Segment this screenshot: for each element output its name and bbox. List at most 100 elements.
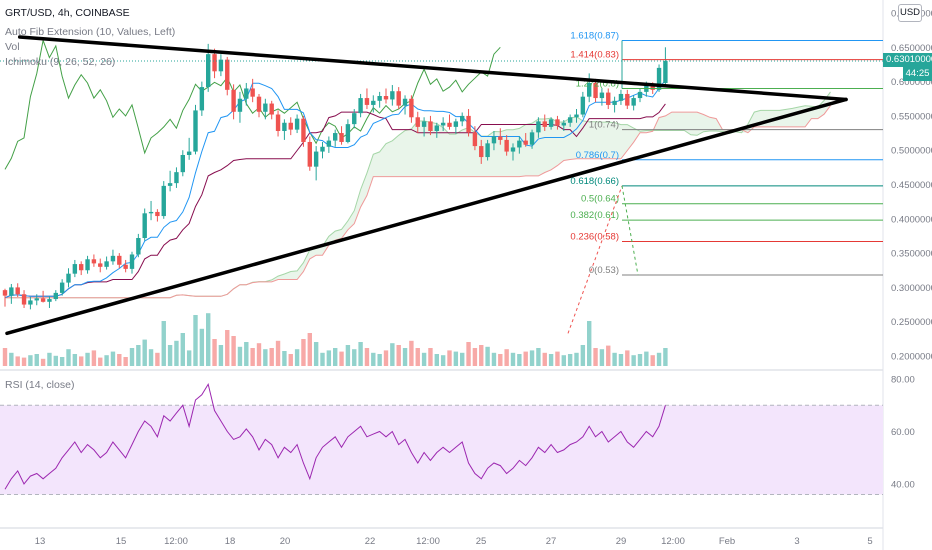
candle-body[interactable]: [479, 146, 484, 158]
candle-body[interactable]: [79, 264, 84, 271]
candle-body[interactable]: [574, 114, 579, 118]
candle-body[interactable]: [377, 96, 382, 101]
candle-body[interactable]: [256, 96, 262, 112]
candle-body[interactable]: [231, 89, 236, 112]
candle-body[interactable]: [142, 213, 147, 239]
candle-body[interactable]: [34, 298, 39, 301]
candle-body[interactable]: [225, 59, 230, 90]
candle-body[interactable]: [529, 132, 535, 145]
candle-body[interactable]: [186, 151, 192, 156]
candle-body[interactable]: [580, 96, 586, 115]
candle-body[interactable]: [250, 88, 255, 97]
candle-body[interactable]: [98, 263, 103, 267]
candle-body[interactable]: [587, 82, 592, 97]
candle-body[interactable]: [491, 136, 497, 144]
candle-body[interactable]: [364, 98, 370, 105]
candle-body[interactable]: [510, 147, 516, 152]
candle-body[interactable]: [428, 121, 433, 131]
candle-body[interactable]: [47, 299, 52, 302]
candle-body[interactable]: [123, 264, 128, 269]
volume-indicator-legend[interactable]: Vol: [5, 41, 20, 53]
trendline-upper[interactable]: [17, 35, 848, 102]
candle-body[interactable]: [383, 96, 389, 100]
candle-body[interactable]: [523, 140, 528, 145]
candle-body[interactable]: [555, 119, 560, 126]
candle-body[interactable]: [606, 92, 611, 105]
candle-body[interactable]: [72, 264, 78, 274]
candle-body[interactable]: [440, 122, 446, 126]
candle-body[interactable]: [561, 122, 566, 126]
candle-body[interactable]: [237, 98, 243, 112]
candle-body[interactable]: [460, 115, 465, 122]
candle-body[interactable]: [472, 132, 478, 147]
candle-body[interactable]: [269, 103, 274, 115]
candle-body[interactable]: [282, 122, 287, 131]
candle-body[interactable]: [91, 259, 97, 264]
candle-body[interactable]: [548, 119, 554, 127]
candle-body[interactable]: [161, 185, 166, 217]
candle-body[interactable]: [148, 211, 154, 214]
candle-body[interactable]: [110, 255, 116, 262]
candle-body[interactable]: [193, 110, 198, 152]
candle-body[interactable]: [40, 298, 46, 302]
ichimoku-indicator-legend[interactable]: Ichimoku (9, 26, 52, 26): [5, 56, 116, 68]
candle-body[interactable]: [66, 273, 71, 283]
candle-body[interactable]: [352, 113, 357, 125]
candle-body[interactable]: [244, 88, 249, 99]
candle-body[interactable]: [650, 85, 655, 90]
candle-body[interactable]: [415, 117, 420, 127]
candle-body[interactable]: [345, 124, 351, 142]
candle-body[interactable]: [174, 172, 179, 184]
candle-body[interactable]: [593, 82, 598, 99]
candle-body[interactable]: [631, 98, 636, 106]
candle-body[interactable]: [517, 140, 522, 148]
candle-body[interactable]: [618, 93, 624, 101]
candle-body[interactable]: [288, 122, 293, 130]
candle-body[interactable]: [53, 292, 58, 300]
candle-body[interactable]: [263, 103, 268, 112]
candle-body[interactable]: [536, 121, 541, 133]
candle-body[interactable]: [396, 91, 401, 106]
candle-body[interactable]: [180, 155, 185, 173]
candle-body[interactable]: [371, 100, 376, 105]
candle-body[interactable]: [466, 115, 471, 133]
candle-body[interactable]: [485, 143, 490, 158]
candle-body[interactable]: [136, 238, 141, 255]
candle-body[interactable]: [390, 91, 395, 100]
candle-body[interactable]: [155, 211, 160, 217]
candle-body[interactable]: [333, 133, 338, 141]
candle-body[interactable]: [199, 87, 205, 111]
candle-body[interactable]: [117, 255, 122, 265]
fib-indicator-legend[interactable]: Auto Fib Extension (10, Values, Left): [5, 26, 176, 38]
candle-body[interactable]: [21, 294, 27, 305]
candle-body[interactable]: [307, 141, 312, 167]
candle-body[interactable]: [402, 98, 408, 106]
candle-body[interactable]: [612, 100, 617, 105]
candle-body[interactable]: [129, 254, 135, 269]
candle-body[interactable]: [85, 259, 90, 271]
currency-button[interactable]: USD: [898, 4, 922, 22]
candle-body[interactable]: [542, 121, 547, 127]
candle-body[interactable]: [421, 121, 427, 127]
candle-body[interactable]: [320, 146, 325, 152]
candle-body[interactable]: [313, 151, 319, 167]
candle-body[interactable]: [339, 133, 344, 142]
candle-body[interactable]: [167, 183, 173, 186]
candle-body[interactable]: [498, 136, 503, 140]
candle-body[interactable]: [504, 139, 509, 152]
candle-body[interactable]: [434, 125, 439, 131]
candle-body[interactable]: [599, 92, 605, 99]
trendline-lower[interactable]: [5, 97, 848, 336]
candle-body[interactable]: [301, 118, 306, 142]
candle-body[interactable]: [358, 98, 363, 114]
candle-body[interactable]: [212, 54, 217, 72]
candle-body[interactable]: [2, 290, 8, 296]
candle-body[interactable]: [59, 282, 65, 293]
symbol-legend[interactable]: GRT/USD, 4h, COINBASE: [5, 7, 130, 19]
candle-body[interactable]: [567, 117, 573, 123]
rsi-indicator-legend[interactable]: RSI (14, close): [5, 379, 75, 391]
candle-body[interactable]: [15, 287, 20, 295]
candle-body[interactable]: [447, 122, 452, 127]
candle-body[interactable]: [663, 61, 668, 83]
